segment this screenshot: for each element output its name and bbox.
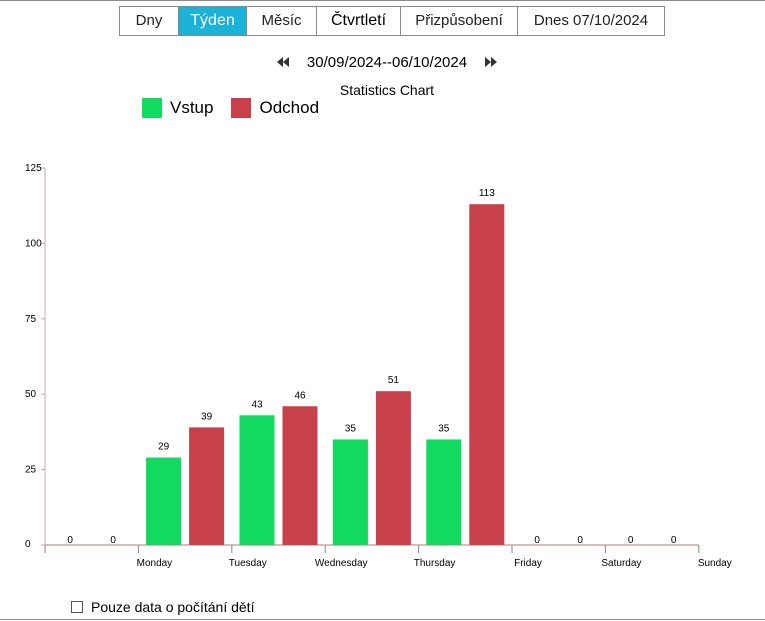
x-tick-label: Tuesday bbox=[229, 558, 267, 569]
tab-today[interactable]: Dnes 07/10/2024 bbox=[517, 7, 664, 35]
bar-value-label: 51 bbox=[388, 375, 400, 386]
y-tick-label: 0 bbox=[25, 539, 31, 550]
x-tick-label: Wednesday bbox=[315, 558, 368, 569]
children-only-label: Pouze data o počítání dětí bbox=[91, 599, 255, 615]
chart-title: Statistics Chart bbox=[339, 82, 435, 98]
bar-value-label: 35 bbox=[438, 423, 450, 434]
tab-week[interactable]: Týden bbox=[178, 7, 246, 35]
bar-value-label: 39 bbox=[201, 411, 213, 422]
y-tick-label: 50 bbox=[25, 389, 37, 400]
y-tick-label: 100 bbox=[25, 238, 42, 249]
legend-label-entry: Vstup bbox=[170, 98, 214, 117]
tab-custom[interactable]: Přizpůsobení bbox=[400, 7, 517, 35]
tab-quarter[interactable]: Čtvrtletí bbox=[316, 7, 400, 35]
bar-value-label: 43 bbox=[251, 399, 263, 410]
chart-legend: Vstup Odchod bbox=[142, 98, 337, 118]
period-tabs: Dny Týden Měsíc Čtvrtletí Přizpůsobení D… bbox=[119, 6, 665, 36]
bar-value-label: 0 bbox=[671, 535, 677, 546]
x-tick-label: Sunday bbox=[698, 558, 732, 569]
bar-entry bbox=[332, 439, 368, 545]
bar-value-label: 0 bbox=[577, 535, 583, 546]
legend-item-exit: Odchod bbox=[231, 98, 319, 118]
bar-entry bbox=[146, 457, 182, 545]
bar-entry bbox=[239, 415, 275, 545]
legend-item-entry: Vstup bbox=[142, 98, 213, 118]
legend-swatch-exit bbox=[231, 98, 252, 118]
bar-exit bbox=[282, 406, 318, 545]
bar-exit bbox=[189, 427, 225, 545]
bar-exit bbox=[469, 204, 505, 545]
x-tick-label: Friday bbox=[514, 558, 542, 569]
bottom-border bbox=[0, 619, 765, 620]
tab-month[interactable]: Měsíc bbox=[246, 7, 316, 35]
x-tick-label: Thursday bbox=[414, 558, 456, 569]
children-only-checkbox[interactable] bbox=[71, 601, 83, 613]
children-only-filter[interactable]: Pouze data o počítání dětí bbox=[71, 599, 254, 615]
legend-label-exit: Odchod bbox=[259, 98, 320, 117]
bar-exit bbox=[375, 391, 411, 545]
date-range-text: 30/09/2024--06/10/2024 bbox=[306, 53, 468, 71]
bar-value-label: 29 bbox=[158, 442, 170, 453]
y-tick-label: 75 bbox=[25, 314, 37, 325]
top-border bbox=[0, 0, 765, 1]
bar-value-label: 0 bbox=[628, 535, 634, 546]
x-tick-label: Monday bbox=[137, 558, 173, 569]
y-tick-label: 125 bbox=[25, 163, 42, 174]
tab-days[interactable]: Dny bbox=[135, 12, 163, 29]
next-period-icon[interactable] bbox=[484, 55, 498, 69]
bar-value-label: 35 bbox=[345, 423, 357, 434]
bar-chart: 0 25 50 75 100 125 Monday Tuesday Wednesday Thurs… bbox=[25, 163, 732, 569]
bar-value-label: 0 bbox=[110, 535, 116, 546]
bar-value-label: 0 bbox=[67, 535, 73, 546]
bar-value-label: 113 bbox=[479, 188, 495, 199]
date-range-nav: 30/09/2024--06/10/2024 bbox=[276, 52, 498, 72]
bar-value-label: 0 bbox=[534, 535, 540, 546]
x-tick-label: Saturday bbox=[601, 558, 641, 569]
y-tick-label: 25 bbox=[25, 465, 37, 476]
bar-value-label: 46 bbox=[294, 390, 306, 401]
legend-swatch-entry bbox=[142, 98, 162, 118]
bar-entry bbox=[426, 439, 462, 545]
previous-period-icon[interactable] bbox=[276, 55, 290, 69]
